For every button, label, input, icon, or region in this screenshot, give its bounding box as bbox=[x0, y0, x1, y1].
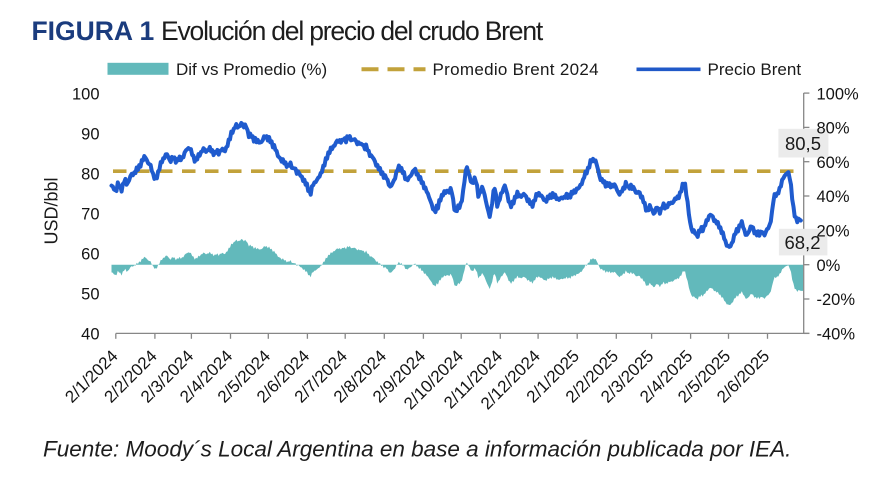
svg-text:Precio Brent: Precio Brent bbox=[708, 60, 802, 79]
svg-text:20%: 20% bbox=[817, 223, 850, 241]
svg-text:40%: 40% bbox=[817, 188, 850, 206]
svg-text:90: 90 bbox=[81, 125, 99, 143]
svg-text:40: 40 bbox=[81, 326, 99, 344]
svg-text:-20%: -20% bbox=[817, 291, 856, 309]
svg-text:USD/bbl: USD/bbl bbox=[42, 177, 62, 244]
svg-text:50: 50 bbox=[81, 286, 99, 304]
svg-text:100: 100 bbox=[72, 85, 100, 103]
svg-text:60: 60 bbox=[81, 246, 99, 264]
svg-text:-40%: -40% bbox=[817, 326, 856, 344]
svg-text:Fuente: Moody´s Local Argentin: Fuente: Moody´s Local Argentina en base … bbox=[43, 437, 791, 462]
svg-text:Dif vs Promedio (%): Dif vs Promedio (%) bbox=[176, 60, 327, 79]
svg-text:68,2: 68,2 bbox=[784, 232, 820, 253]
svg-text:0%: 0% bbox=[817, 257, 841, 275]
svg-text:100%: 100% bbox=[817, 85, 860, 103]
svg-text:70: 70 bbox=[81, 205, 99, 223]
svg-text:60%: 60% bbox=[817, 154, 850, 172]
svg-text:Promedio Brent 2024: Promedio Brent 2024 bbox=[433, 60, 599, 79]
svg-text:80%: 80% bbox=[817, 120, 850, 138]
svg-text:80: 80 bbox=[81, 165, 99, 183]
svg-text:Evolución del precio del crudo: Evolución del precio del crudo Brent bbox=[161, 16, 544, 46]
svg-text:FIGURA 1: FIGURA 1 bbox=[32, 16, 155, 46]
svg-text:80,5: 80,5 bbox=[785, 133, 821, 154]
